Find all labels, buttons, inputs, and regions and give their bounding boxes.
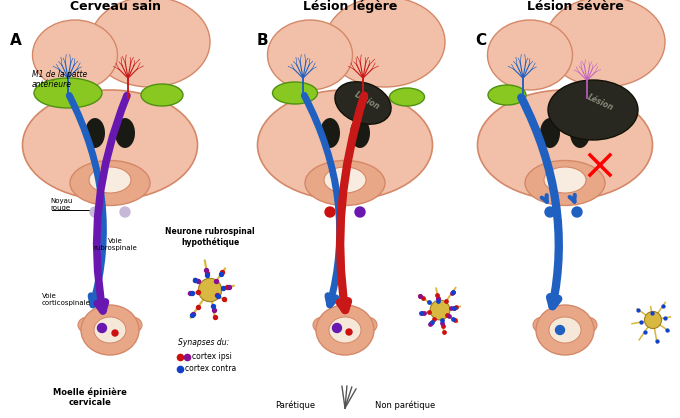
Ellipse shape — [313, 317, 333, 333]
Ellipse shape — [94, 317, 126, 343]
Ellipse shape — [22, 90, 197, 200]
Circle shape — [355, 207, 365, 217]
Ellipse shape — [488, 20, 573, 90]
Ellipse shape — [335, 82, 391, 124]
Text: Synapses du:: Synapses du: — [178, 338, 229, 347]
Ellipse shape — [540, 118, 560, 148]
Text: Lésion: Lésion — [585, 93, 615, 113]
Circle shape — [90, 207, 100, 217]
Text: Voie
rubrospinale: Voie rubrospinale — [93, 238, 137, 251]
Circle shape — [325, 207, 335, 217]
Circle shape — [199, 278, 222, 302]
Ellipse shape — [533, 317, 553, 333]
Ellipse shape — [545, 0, 665, 87]
Text: Voie
corticospinale: Voie corticospinale — [42, 293, 91, 306]
Ellipse shape — [115, 118, 135, 148]
Text: cortex contra: cortex contra — [185, 364, 236, 373]
Circle shape — [430, 300, 450, 320]
Text: Lésion légère: Lésion légère — [303, 0, 397, 13]
Text: Moelle épinière
cervicale: Moelle épinière cervicale — [53, 387, 127, 407]
Ellipse shape — [33, 20, 118, 90]
Text: Lésion sévère: Lésion sévère — [526, 0, 624, 13]
Text: B: B — [257, 33, 269, 48]
Text: Cerveau sain: Cerveau sain — [69, 0, 160, 13]
Circle shape — [112, 330, 118, 336]
Ellipse shape — [273, 82, 318, 104]
Ellipse shape — [81, 305, 139, 355]
Text: Noyau
rouge: Noyau rouge — [50, 198, 72, 211]
Text: Lésion: Lésion — [353, 90, 381, 112]
Circle shape — [346, 329, 352, 335]
Ellipse shape — [85, 118, 105, 148]
Ellipse shape — [477, 90, 653, 200]
Ellipse shape — [89, 167, 131, 193]
Ellipse shape — [549, 317, 581, 343]
Ellipse shape — [488, 85, 526, 105]
Text: A: A — [10, 33, 22, 48]
Ellipse shape — [350, 118, 370, 148]
Ellipse shape — [70, 161, 150, 206]
Ellipse shape — [536, 305, 594, 355]
Ellipse shape — [316, 305, 374, 355]
Ellipse shape — [90, 0, 210, 87]
Ellipse shape — [141, 84, 183, 106]
Ellipse shape — [267, 20, 352, 90]
Circle shape — [645, 311, 662, 329]
Circle shape — [556, 326, 564, 334]
Ellipse shape — [548, 80, 638, 140]
Ellipse shape — [390, 88, 424, 106]
Ellipse shape — [357, 317, 377, 333]
Circle shape — [120, 207, 130, 217]
Ellipse shape — [305, 161, 385, 206]
Circle shape — [545, 207, 555, 217]
Text: Parétique: Parétique — [275, 400, 315, 410]
Ellipse shape — [325, 0, 445, 87]
Text: C: C — [475, 33, 486, 48]
Ellipse shape — [320, 118, 340, 148]
Circle shape — [333, 324, 341, 332]
Ellipse shape — [34, 78, 102, 108]
Ellipse shape — [329, 317, 361, 343]
Ellipse shape — [544, 167, 586, 193]
Text: cortex ipsi: cortex ipsi — [192, 352, 232, 361]
Circle shape — [572, 207, 582, 217]
Ellipse shape — [324, 167, 366, 193]
Ellipse shape — [258, 90, 432, 200]
Ellipse shape — [525, 161, 605, 206]
Ellipse shape — [570, 118, 590, 148]
Circle shape — [97, 324, 107, 332]
Ellipse shape — [577, 317, 597, 333]
Ellipse shape — [78, 317, 98, 333]
Ellipse shape — [122, 317, 142, 333]
Text: Neurone rubrospinal
hypothétique: Neurone rubrospinal hypothétique — [165, 227, 255, 247]
Text: M1 de la patte
antérieure: M1 de la patte antérieure — [32, 70, 87, 89]
Text: Non parétique: Non parétique — [375, 400, 435, 410]
